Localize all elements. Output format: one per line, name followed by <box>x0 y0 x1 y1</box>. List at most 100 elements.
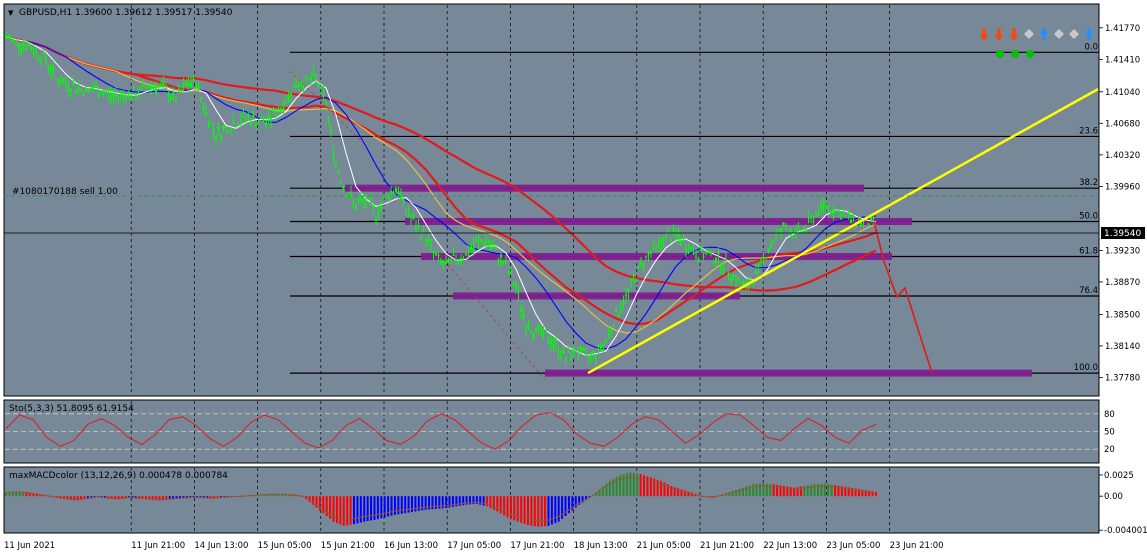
candle-body <box>52 67 55 69</box>
candle-body <box>460 258 462 260</box>
candle-body <box>607 333 610 337</box>
macd-bar <box>731 491 734 497</box>
candle-body <box>17 43 20 47</box>
stochastic-title: Sto(5,3,3) 51.8095 61.9154 <box>9 404 134 414</box>
price-tick-label: 1.39960 <box>1105 182 1140 192</box>
macd-bar <box>602 486 605 497</box>
stochastic-line <box>5 412 877 450</box>
candle-body <box>140 87 142 89</box>
candle-body <box>82 94 85 96</box>
candle-body <box>727 272 730 276</box>
candle-body <box>12 39 15 42</box>
price-tick-label: 1.41040 <box>1105 88 1140 98</box>
candle-body <box>137 95 140 97</box>
macd-bar <box>39 494 42 497</box>
macd-bar <box>80 496 83 500</box>
candle-body <box>715 257 717 261</box>
candle-body <box>757 264 760 266</box>
macd-bar <box>486 496 489 507</box>
candle-body <box>477 241 480 243</box>
candle-body <box>60 83 62 85</box>
macd-bar <box>366 496 369 522</box>
symbol-dropdown-icon[interactable]: ▼ <box>8 9 14 17</box>
candle-body <box>707 250 710 254</box>
candle-body <box>777 230 780 232</box>
macd-bar <box>206 496 209 499</box>
candle-body <box>702 256 705 258</box>
candle-body <box>762 256 765 259</box>
candle-body <box>245 117 247 120</box>
time-axis <box>0 534 1147 555</box>
macd-bar <box>363 496 366 522</box>
candle-body <box>545 329 547 333</box>
macd-bar <box>516 496 519 522</box>
candle-body <box>620 308 622 310</box>
macd-bar <box>479 496 482 505</box>
macd-bar <box>557 496 560 522</box>
macd-bar <box>854 488 857 497</box>
order-label: #1080170188 sell 1.00 <box>12 187 118 197</box>
candle-body <box>682 239 685 242</box>
candle-body <box>260 118 262 120</box>
macd-bar <box>523 496 526 524</box>
main-chart-panel[interactable] <box>3 3 1100 397</box>
macd-bar <box>124 496 127 499</box>
candle-body <box>257 121 260 123</box>
candle-body <box>47 67 50 70</box>
yellow-trendline[interactable] <box>587 88 1099 375</box>
candle-body <box>782 222 785 226</box>
macd-bar <box>424 496 427 510</box>
macd-bar <box>741 487 744 497</box>
macd-bar <box>131 496 134 499</box>
price-tick-label: 1.37780 <box>1105 373 1140 383</box>
macd-bar <box>625 473 628 497</box>
macd-bar <box>762 483 765 497</box>
candle-body <box>775 233 777 236</box>
candle-body <box>262 119 265 122</box>
ema-fast-line <box>5 35 877 326</box>
fib-zone <box>545 369 1032 377</box>
macd-bar <box>441 496 444 509</box>
candle-body <box>595 357 597 360</box>
symbol-header: GBPUSD,H1 1.39600 1.39612 1.39517 1.3954… <box>19 8 233 18</box>
macd-bar <box>595 492 598 497</box>
time-tick-label: 23 Jun 05:00 <box>826 541 880 551</box>
candle-body <box>532 334 535 339</box>
trendline-layer[interactable] <box>289 70 1099 381</box>
macd-bar <box>411 496 413 513</box>
candle-body <box>412 217 415 220</box>
candle-body <box>490 246 492 249</box>
candle-body <box>720 266 722 269</box>
candle-body <box>797 228 800 230</box>
candle-body <box>417 225 420 228</box>
macd-bar <box>216 496 219 499</box>
macd-bar <box>639 474 642 497</box>
candle-body <box>157 85 160 88</box>
fib-level-label: 0.0 <box>1084 42 1098 52</box>
candle-body <box>810 217 812 219</box>
candle-body <box>142 84 145 87</box>
macd-bar <box>629 472 632 497</box>
macd-bar <box>585 496 587 501</box>
macd-bar <box>789 487 792 497</box>
candle-body <box>592 350 595 353</box>
candle-body <box>827 205 830 207</box>
candle-body <box>767 248 770 252</box>
macd-bar <box>329 496 332 519</box>
time-tick-labels: 11 Jun 2021 11 Jun 21:00 14 Jun 13:00 15 Ju… <box>4 541 944 551</box>
candle-body <box>20 47 22 50</box>
candle-body <box>160 84 162 86</box>
macd-bar <box>59 496 62 499</box>
ema-slow-line <box>5 35 877 292</box>
macd-tick-label: -0.004001 <box>1104 526 1147 536</box>
candle-body <box>280 107 282 110</box>
candle-body <box>670 240 672 243</box>
fib-level-label: 61.8 <box>1079 247 1098 257</box>
candle-body <box>487 244 490 247</box>
macd-bar <box>759 483 761 497</box>
macd-bar <box>776 484 779 497</box>
macd-bar <box>472 496 475 505</box>
candle-body <box>147 86 150 88</box>
candle-body <box>127 92 130 95</box>
